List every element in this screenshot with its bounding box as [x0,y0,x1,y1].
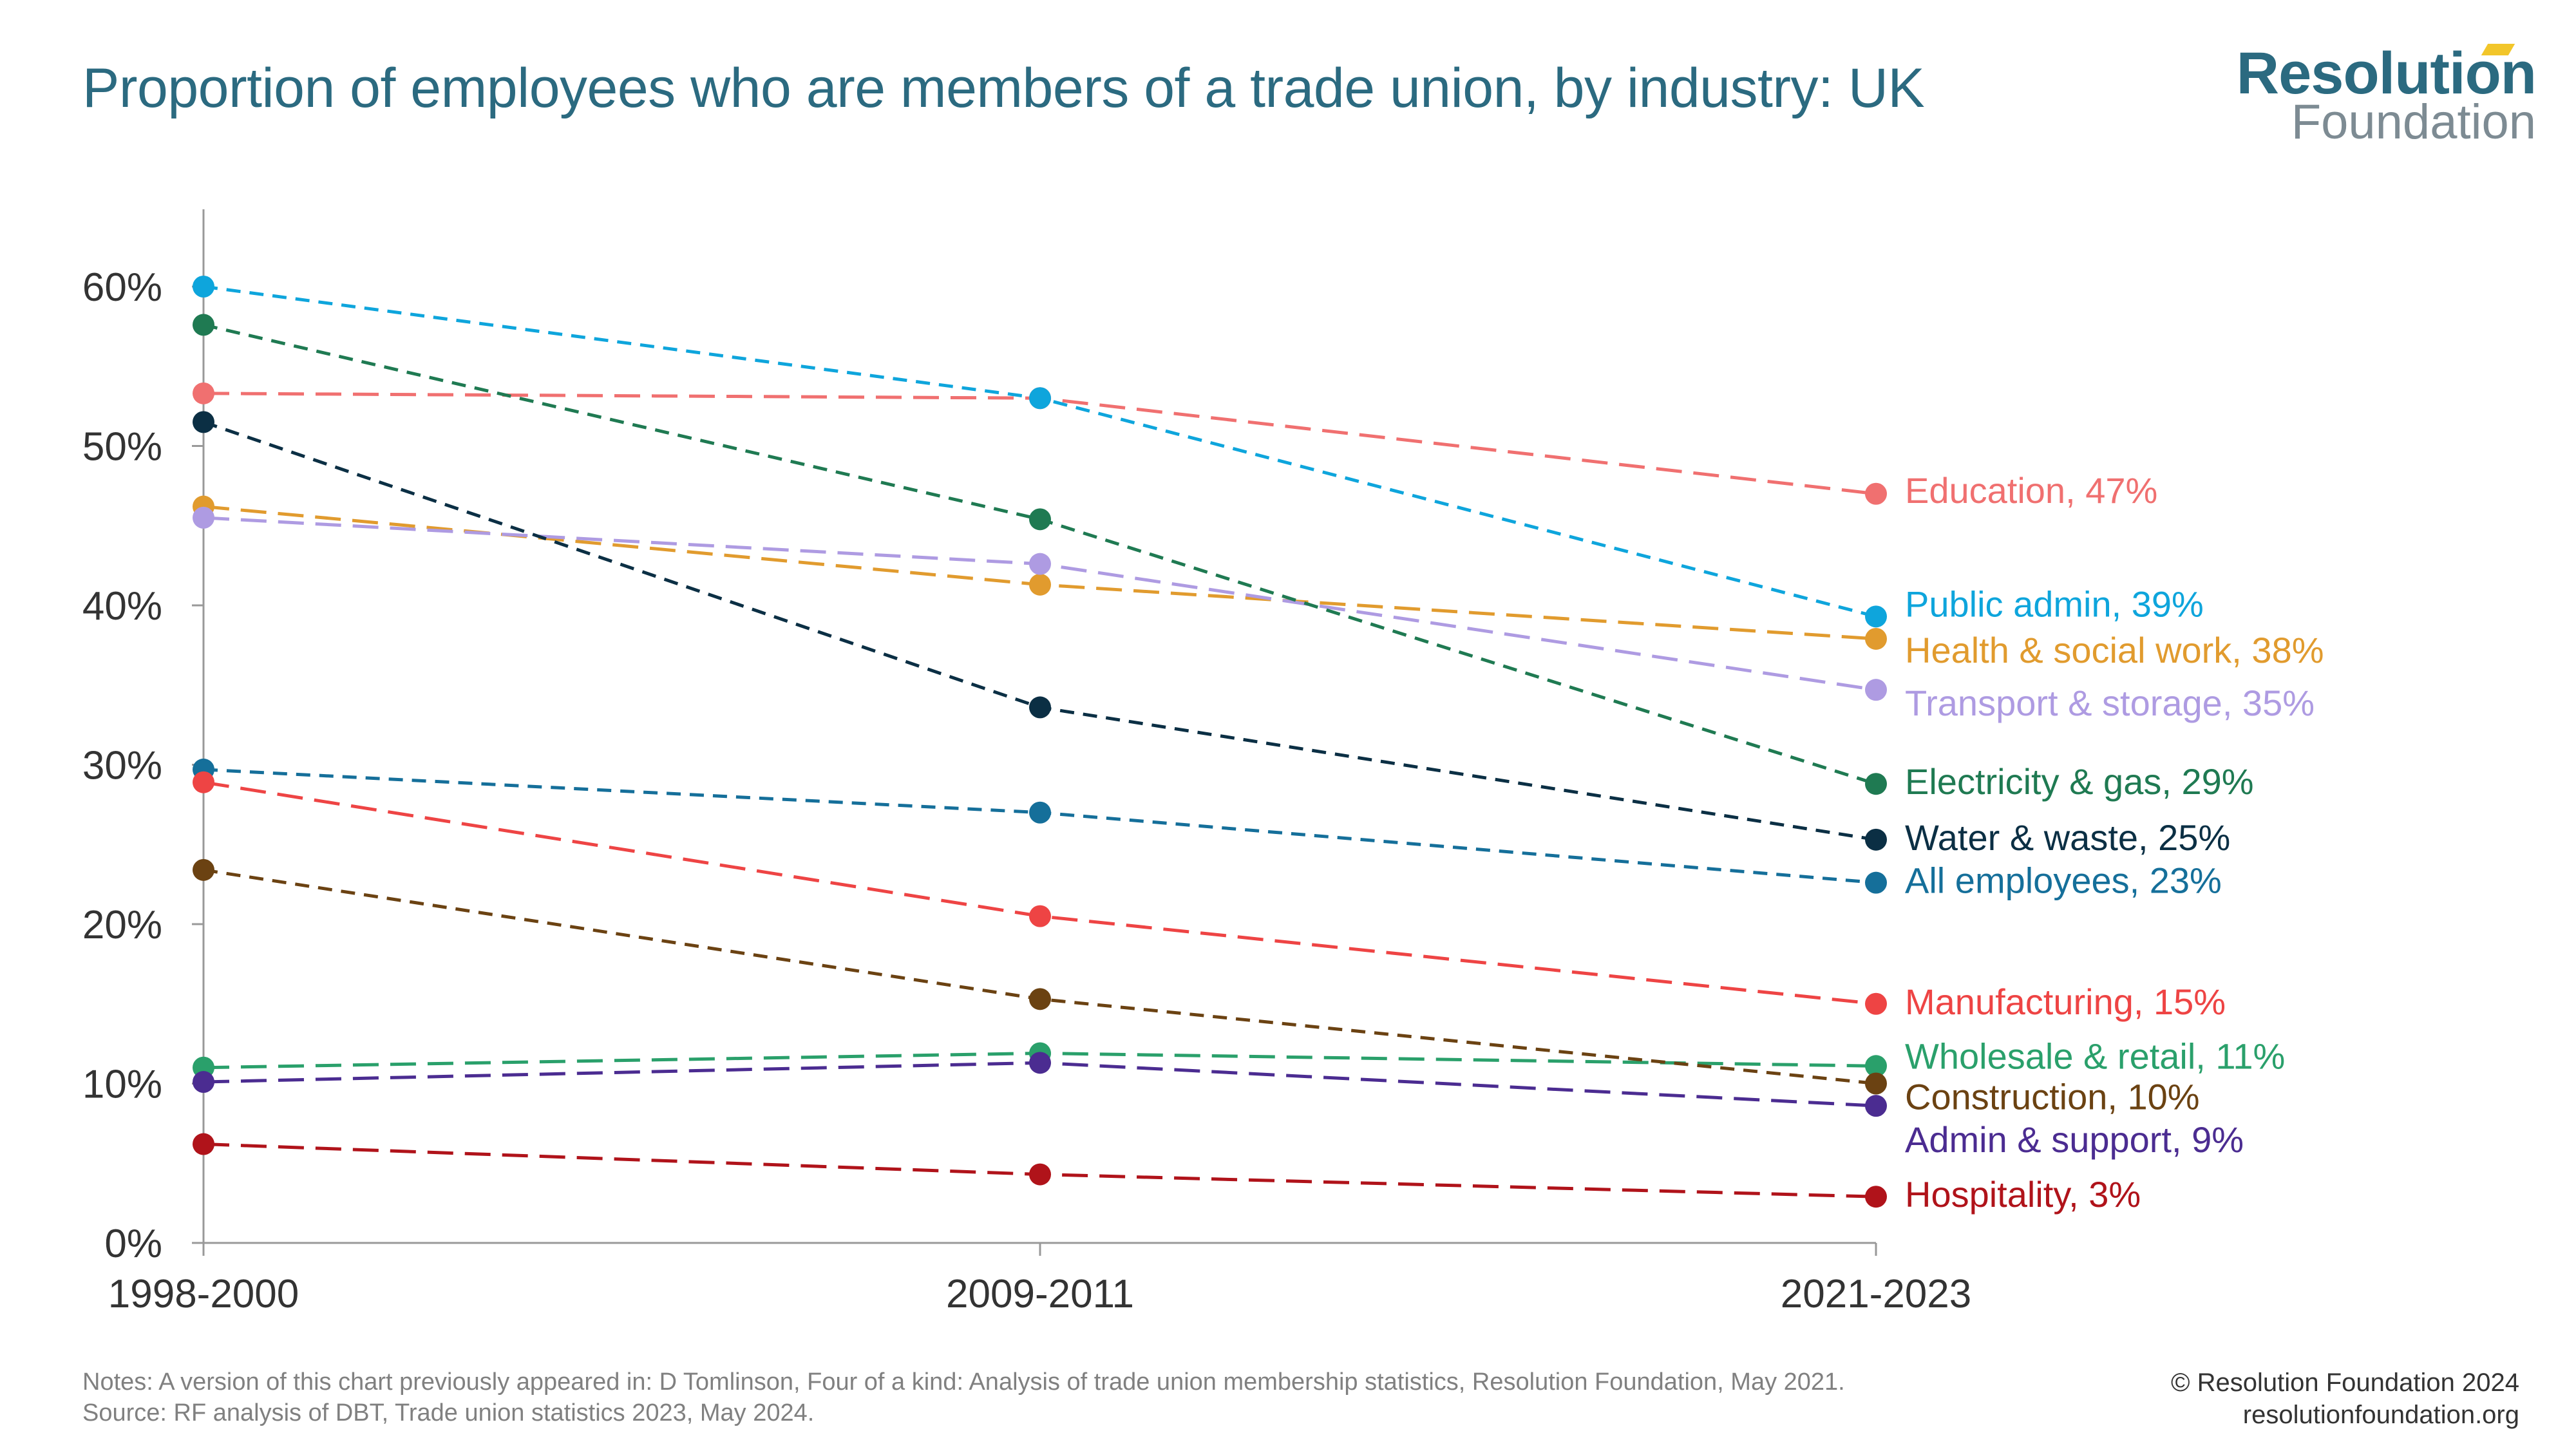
y-tick-label: 20% [82,903,162,947]
resolution-foundation-logo: Resolution Foundation [2201,40,2537,149]
data-point [1865,871,1887,894]
data-point [1029,801,1051,824]
series-label: Health & social work, 38% [1905,630,2324,670]
data-point [193,276,214,298]
series-label: Transport & storage, 35% [1905,683,2315,723]
data-point [1029,988,1051,1010]
data-point [193,382,214,404]
data-point [1865,605,1887,628]
data-point [1865,828,1887,851]
data-point [1865,627,1887,650]
data-point [193,1071,214,1094]
data-point [1029,905,1051,927]
logo-wordmark-line2: Foundation [2291,95,2536,149]
source-line: Source: RF analysis of DBT, Trade union … [82,1399,815,1426]
copyright-line: © Resolution Foundation 2024 [2171,1368,2519,1397]
data-point [193,314,214,336]
y-tick-label: 60% [82,265,162,310]
x-tick-label: 2009-2011 [946,1272,1134,1316]
data-point [1029,573,1051,596]
chart-axes: 0% 10% 20% 30% 40% 50% 60% 1998-2000 2009-2011 20… [82,209,1971,1316]
data-point [1029,508,1051,531]
data-point [1865,482,1887,505]
x-tick-label: 1998-2000 [108,1272,299,1316]
data-point [1865,1072,1887,1095]
series-label: All employees, 23% [1905,860,2222,901]
notes-line: Notes: A version of this chart previousl… [82,1368,1845,1396]
website-line: resolutionfoundation.org [2242,1401,2519,1429]
y-tick-label: 50% [82,425,162,469]
data-point [1029,553,1051,575]
series-label: Public admin, 39% [1905,583,2204,624]
chart-series-labels: Education, 47% Public admin, 39% Health & … [1905,470,2324,1215]
series-label: Wholesale & retail, 11% [1905,1036,2285,1076]
series-label: Construction, 10% [1905,1077,2200,1117]
series-label: Education, 47% [1905,470,2157,511]
y-tick-label: 30% [82,744,162,788]
chart-notes: Notes: A version of this chart previousl… [82,1367,1845,1428]
data-point [1865,1095,1887,1117]
copyright-block: © Resolution Foundation 2024 resolutionf… [2171,1367,2519,1431]
series-label: Electricity & gas, 29% [1905,761,2254,802]
x-tick-label: 2021-2023 [1781,1272,1972,1316]
series-line [203,516,1877,692]
data-point [193,771,214,793]
series-label: Manufacturing, 15% [1905,981,2226,1022]
data-point [193,858,214,881]
y-tick-label: 0% [104,1222,162,1266]
data-point [1865,992,1887,1015]
data-point [1029,1052,1051,1074]
chart-title: Proportion of employees who are members … [82,57,1925,119]
data-point [1865,1055,1887,1077]
data-point [193,411,214,433]
series-line [203,421,1877,842]
data-point [1865,679,1887,701]
series-line [203,768,1877,885]
data-point [1029,387,1051,410]
data-point [193,506,214,529]
y-tick-label: 40% [82,584,162,629]
series-label: Admin & support, 9% [1905,1119,2244,1160]
y-tick-label: 10% [82,1063,162,1107]
data-point [1865,1186,1887,1208]
data-point [1029,696,1051,719]
data-point [1029,1163,1051,1186]
data-point [1865,773,1887,795]
series-label: Water & waste, 25% [1905,817,2230,858]
chart-data-points [193,276,1887,1208]
logo-wordmark-line1: Resolution [2236,41,2537,106]
data-point [193,1133,214,1155]
series-label: Hospitality, 3% [1905,1174,2141,1215]
